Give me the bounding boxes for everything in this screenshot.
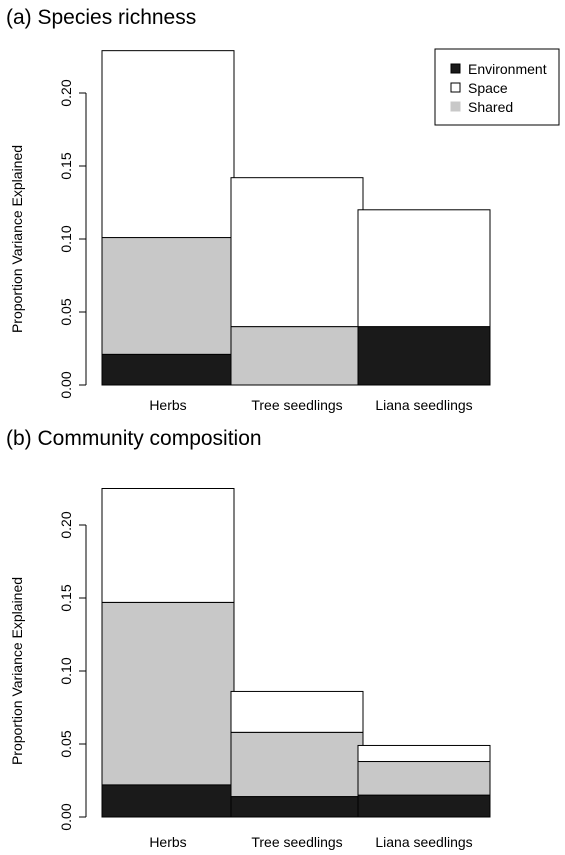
chart-svg: 0.00 0.05 0.10 0.15 0.20 Proportion Variance … [9,488,491,850]
x-tick-label: Herbs [149,834,186,850]
y-tick-label: 0.00 [58,803,74,830]
y-tick-label: 0.05 [58,298,74,325]
bar-segment-space [357,209,491,328]
legend-label: Environment [468,61,547,77]
y-axis-label: Proportion Variance Explained [9,145,25,333]
bar-segment-shared [230,326,364,386]
y-tick-label: 0.20 [58,511,74,538]
chart-title: (b) Community composition [6,427,262,450]
bar-segment-space [357,744,491,763]
y-tick-label: 0.15 [58,584,74,611]
x-tick-label: Liana seedlings [375,397,472,413]
bar-segment-shared [230,731,364,798]
y-tick-label: 0.00 [58,371,74,398]
bar-segment-shared [357,761,491,796]
y-axis: 0.00 0.05 0.10 0.15 0.20 [58,79,87,399]
chart-svg: 0.00 0.05 0.10 0.15 0.20 Proportion Variance … [9,48,560,413]
y-axis: 0.00 0.05 0.10 0.15 0.20 [58,511,87,831]
chart-title: (a) Species richness [6,6,197,29]
bar-segment-environment [230,796,364,818]
bar-segment-space [101,488,235,603]
legend-swatch-environment [450,63,461,74]
bar-segment-environment [101,353,235,386]
legend-label: Shared [468,99,513,115]
bar-segment-shared [101,601,235,786]
bars [101,50,491,386]
y-tick-label: 0.10 [58,225,74,252]
y-tick-label: 0.20 [58,79,74,106]
x-tick-label: Tree seedlings [251,397,342,413]
y-axis-label: Proportion Variance Explained [9,577,25,765]
legend: Environment Space Shared [434,48,560,126]
y-tick-label: 0.10 [58,657,74,684]
x-tick-label: Tree seedlings [251,834,342,850]
chart-panel-a: (a) Species richness 0.00 0.05 0.10 0.15 0.2… [0,0,565,425]
legend-box [434,48,560,126]
chart-panel-b: (b) Community composition 0.00 0.05 0.10 0.… [0,425,565,855]
bars [101,488,491,818]
bar-segment-environment [357,326,491,386]
legend-swatch-shared [450,101,461,112]
y-tick-label: 0.15 [58,152,74,179]
bar-segment-space [230,690,364,733]
bar-segment-space [101,50,235,239]
y-tick-label: 0.05 [58,730,74,757]
bar-segment-environment [101,784,235,818]
bar-segment-space [230,177,364,328]
legend-swatch-space [450,82,461,93]
x-tick-label: Herbs [149,397,186,413]
x-tick-label: Liana seedlings [375,834,472,850]
bar-segment-shared [101,237,235,355]
bar-segment-environment [357,794,491,818]
legend-label: Space [468,80,508,96]
